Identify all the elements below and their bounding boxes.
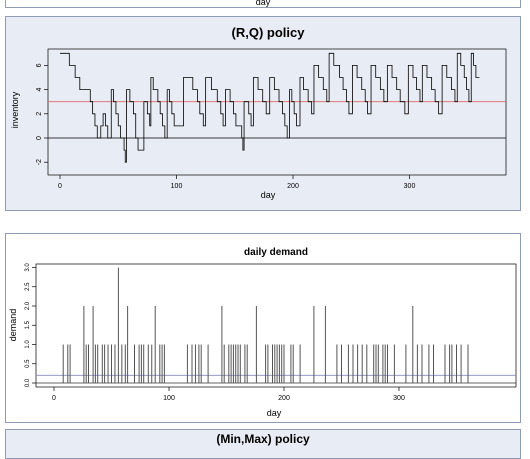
daily-demand-panel: daily demand day demand 0 100 200 300 0.0 0.5… <box>5 233 521 423</box>
inventory-line <box>60 52 480 163</box>
chart-title: (R,Q) policy <box>232 25 306 40</box>
x-tick-label: 300 <box>393 395 405 402</box>
rq-policy-panel: (R,Q) policy day inventory 0 100 200 300 -2 0… <box>5 16 521 211</box>
rq-policy-chart: (R,Q) policy day inventory 0 100 200 300 -2 0… <box>10 25 507 200</box>
y-tick-label: 3.0 <box>25 263 31 272</box>
plot-frame <box>47 48 507 176</box>
y-tick-label: 2.0 <box>25 301 31 310</box>
y-tick-label: 1.5 <box>25 320 31 329</box>
previous-plot-xlabel: day <box>255 0 271 7</box>
x-axis-label: day <box>261 190 276 200</box>
minmax-policy-panel: (Min,Max) policy <box>5 429 521 459</box>
y-tick-label: 6 <box>36 63 43 67</box>
y-tick-label: 1.0 <box>25 340 31 349</box>
y-tick-label: 0.0 <box>25 378 31 387</box>
minmax-policy-title: (Min,Max) policy <box>216 432 310 446</box>
x-axis-label: day <box>267 408 282 418</box>
y-tick-label: 4 <box>36 88 43 92</box>
y-tick-label: 2.5 <box>25 282 31 291</box>
y-tick-label: 0 <box>36 136 43 140</box>
daily-demand-chart: daily demand day demand 0 100 200 300 0.0 0.5… <box>8 247 517 418</box>
x-tick-label: 200 <box>287 183 299 190</box>
y-tick-label: -2 <box>36 159 43 165</box>
x-tick-label: 100 <box>171 183 183 190</box>
x-tick-label: 0 <box>52 395 56 402</box>
x-tick-label: 200 <box>278 395 290 402</box>
x-tick-label: 100 <box>163 395 175 402</box>
previous-plot-panel: day <box>5 0 521 8</box>
x-tick-label: 300 <box>404 183 416 190</box>
chart-title: daily demand <box>244 247 308 258</box>
y-axis-label: inventory <box>10 91 20 128</box>
y-tick-label: 0.5 <box>25 359 31 368</box>
x-tick-label: 0 <box>58 183 62 190</box>
y-axis-label: demand <box>8 309 18 342</box>
y-tick-label: 2 <box>36 112 43 116</box>
